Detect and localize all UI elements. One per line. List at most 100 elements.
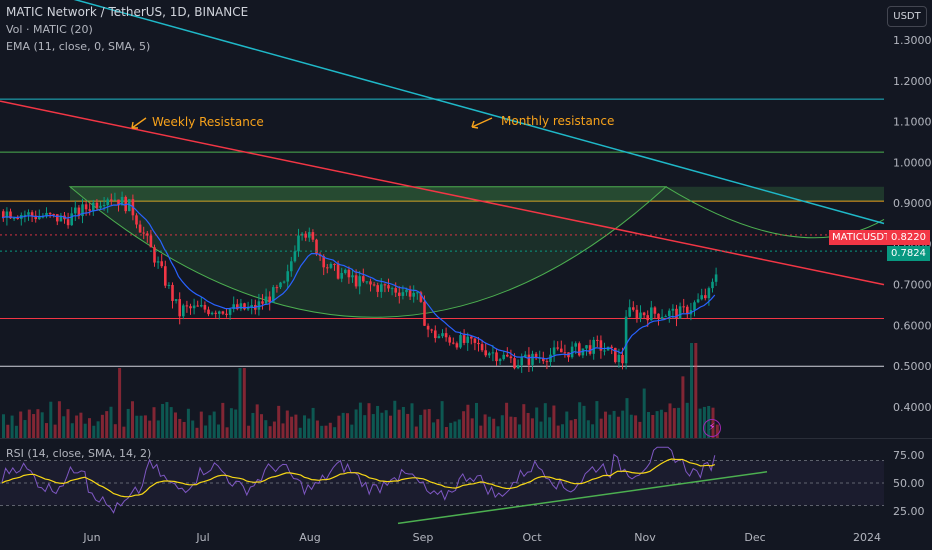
- arrow-icon: [471, 117, 493, 129]
- volume-bar: [148, 420, 152, 438]
- candle-body: [430, 329, 433, 331]
- candle-body: [484, 350, 487, 356]
- candle-body: [261, 301, 264, 304]
- candle-body: [340, 273, 343, 279]
- volume-bar: [328, 422, 332, 438]
- volume-bar: [290, 416, 294, 438]
- volume-bar: [255, 404, 259, 438]
- candle-body: [614, 347, 617, 363]
- candle-body: [632, 307, 635, 310]
- volume-bar: [393, 400, 397, 438]
- candle-body: [92, 202, 95, 211]
- candle-body: [534, 353, 538, 359]
- volume-bar: [126, 408, 130, 438]
- candle-body: [27, 212, 30, 215]
- volume-bar: [363, 415, 367, 438]
- volume-bar: [229, 408, 233, 438]
- rsi-tick-label: 75.00: [893, 449, 925, 462]
- weekly-resistance-line: [0, 100, 885, 286]
- volume-bar: [380, 412, 384, 438]
- candle-body: [189, 306, 192, 309]
- volume-bar: [337, 415, 341, 438]
- volume-bar: [604, 411, 607, 438]
- candle-body: [41, 216, 45, 218]
- volume-bar: [303, 415, 306, 438]
- volume-bar: [539, 421, 543, 438]
- candle-body: [95, 202, 99, 208]
- volume-bar: [36, 409, 40, 438]
- candle-body: [498, 359, 502, 362]
- candle-body: [210, 312, 214, 315]
- candle-body: [596, 339, 599, 341]
- candle-body: [621, 354, 624, 364]
- volume-bar: [281, 423, 285, 438]
- candle-body: [257, 301, 261, 310]
- volume-bar: [690, 343, 693, 438]
- volume-bar: [522, 404, 526, 438]
- volume-bar: [487, 416, 491, 438]
- volume-bar: [453, 421, 457, 438]
- candle-body: [286, 271, 289, 282]
- volume-bar: [552, 405, 556, 438]
- volume-bar: [410, 403, 414, 438]
- rsi-trendline: [397, 471, 768, 525]
- volume-bar: [225, 427, 229, 438]
- candle-body: [416, 292, 419, 294]
- candle-body: [84, 204, 88, 210]
- candle-body: [646, 315, 649, 321]
- candle-body: [171, 284, 174, 301]
- candle-body: [383, 284, 387, 286]
- candle-body: [628, 307, 631, 317]
- candle-body: [164, 266, 167, 286]
- volume-bar: [616, 416, 620, 438]
- candle-body: [714, 274, 718, 282]
- candle-body: [174, 299, 178, 301]
- volume-bar: [277, 405, 281, 438]
- candle-body: [160, 261, 163, 267]
- volume-bar: [586, 420, 590, 438]
- rsi-tick-label: 25.00: [893, 505, 925, 518]
- candle-body: [214, 312, 217, 314]
- candle-body: [218, 311, 221, 314]
- resistance-zone: [70, 186, 884, 202]
- volume-bar: [505, 402, 509, 438]
- volume-bar: [186, 408, 190, 438]
- candle-body: [588, 345, 592, 354]
- volume-bar: [629, 414, 633, 438]
- candle-body: [466, 336, 469, 343]
- volume-bar: [543, 403, 547, 438]
- volume-bar: [49, 401, 53, 438]
- candle-body: [394, 288, 397, 293]
- volume-bar: [53, 424, 57, 438]
- volume-bar: [88, 418, 91, 438]
- candle-body: [452, 342, 455, 344]
- currency-button[interactable]: USDT: [887, 6, 927, 27]
- candle-body: [455, 343, 459, 348]
- volume-bar: [272, 421, 276, 438]
- volume-bar: [242, 368, 246, 438]
- candle-body: [30, 212, 34, 216]
- candle-body: [106, 199, 109, 205]
- candle-body: [398, 292, 401, 296]
- candle-body: [102, 204, 106, 206]
- candle-body: [459, 335, 462, 348]
- candle-body: [365, 281, 369, 283]
- volume-bar: [698, 408, 702, 438]
- candle-body: [380, 284, 383, 292]
- symbol-title: MATIC Network / TetherUS, 1D, BINANCE: [6, 5, 249, 19]
- candle-body: [639, 312, 642, 319]
- ema-line: [1, 203, 716, 360]
- candle-body: [138, 224, 142, 233]
- candle-body: [549, 354, 552, 363]
- candle-body: [203, 305, 207, 310]
- volume-bar: [668, 403, 672, 438]
- candle-body: [2, 211, 5, 218]
- volume-bar: [109, 406, 113, 438]
- volume-bar: [32, 414, 36, 438]
- volume-bar: [66, 409, 70, 438]
- volume-bar: [561, 424, 564, 438]
- volume-bar: [444, 427, 448, 438]
- candle-body: [322, 256, 325, 268]
- lightning-icon[interactable]: ⚡: [703, 419, 721, 437]
